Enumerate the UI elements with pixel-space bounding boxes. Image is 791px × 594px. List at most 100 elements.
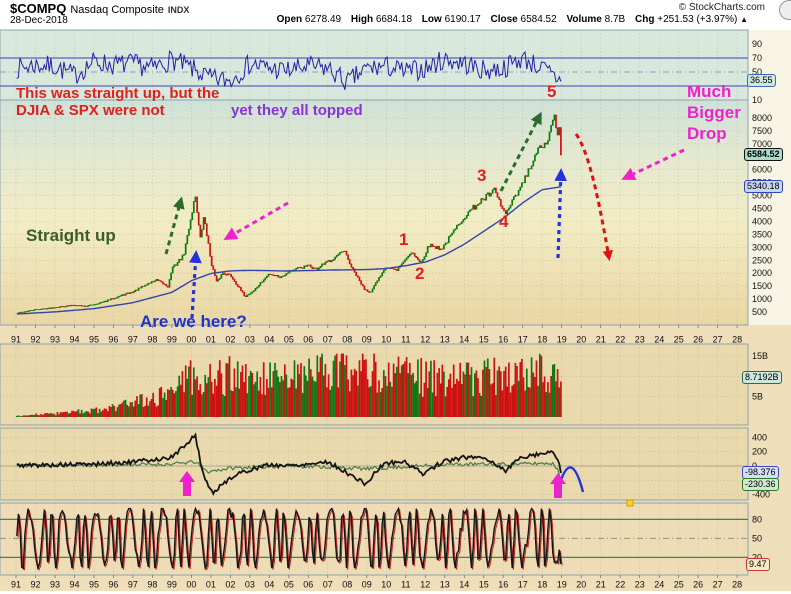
svg-text:400: 400 xyxy=(752,432,767,442)
chg-value: +251.53 (+3.97%) xyxy=(657,14,738,25)
svg-text:01: 01 xyxy=(206,334,216,344)
svg-text:02: 02 xyxy=(225,334,235,344)
svg-text:14: 14 xyxy=(459,579,469,589)
svg-text:91: 91 xyxy=(11,579,21,589)
svg-text:13: 13 xyxy=(440,334,450,344)
svg-text:4500: 4500 xyxy=(752,204,772,214)
svg-text:99: 99 xyxy=(167,579,177,589)
annotation-red-line2: DJIA & SPX were not xyxy=(16,102,165,119)
rsi-series xyxy=(16,50,562,90)
stoch-secondary-series xyxy=(17,508,563,572)
svg-text:25: 25 xyxy=(674,334,684,344)
svg-text:3000: 3000 xyxy=(752,242,772,252)
price-value-box: 6584.52 xyxy=(744,148,783,161)
svg-text:93: 93 xyxy=(50,334,60,344)
svg-text:-400: -400 xyxy=(752,490,770,500)
ticker-symbol: $COMPQ xyxy=(10,1,67,16)
svg-text:22: 22 xyxy=(615,579,625,589)
svg-text:16: 16 xyxy=(498,579,508,589)
yellow-square-marker xyxy=(626,499,634,507)
green-arrow-left xyxy=(164,196,185,255)
svg-text:500: 500 xyxy=(752,307,767,317)
svg-text:50: 50 xyxy=(752,67,762,77)
macd-panel xyxy=(0,427,749,501)
stoch-value-box: 9.47 xyxy=(746,558,770,571)
rsi-value-box: 36.55 xyxy=(747,74,776,87)
svg-text:28: 28 xyxy=(732,579,742,589)
svg-text:23: 23 xyxy=(635,579,645,589)
svg-text:17: 17 xyxy=(518,334,528,344)
svg-text:09: 09 xyxy=(362,334,372,344)
annotation-much-bigger-drop: Much Bigger Drop xyxy=(687,82,741,143)
svg-text:05: 05 xyxy=(284,334,294,344)
svg-text:06: 06 xyxy=(303,334,313,344)
annotation-red-line1: This was straight up, but the xyxy=(16,85,220,102)
svg-text:03: 03 xyxy=(245,579,255,589)
svg-text:5B: 5B xyxy=(752,392,763,402)
quote-line: Open 6278.49 High 6684.18 Low 6190.17 Cl… xyxy=(270,14,748,25)
svg-text:4000: 4000 xyxy=(752,217,772,227)
svg-text:21: 21 xyxy=(596,334,606,344)
svg-text:01: 01 xyxy=(206,579,216,589)
svg-text:00: 00 xyxy=(186,334,196,344)
svg-text:96: 96 xyxy=(108,334,118,344)
annotation-purple: yet they all topped xyxy=(231,102,363,119)
svg-text:3500: 3500 xyxy=(752,229,772,239)
chg-label: Chg xyxy=(635,14,655,25)
macd-series xyxy=(16,432,562,497)
wave-label-2: 2 xyxy=(415,264,425,283)
svg-text:1500: 1500 xyxy=(752,281,772,291)
svg-text:90: 90 xyxy=(752,39,762,49)
svg-text:1000: 1000 xyxy=(752,294,772,304)
svg-text:20: 20 xyxy=(752,552,762,562)
svg-text:96: 96 xyxy=(108,579,118,589)
stoch-series xyxy=(16,506,562,571)
wave-label-4: 4 xyxy=(499,212,509,231)
blue-arrow-right xyxy=(554,168,568,259)
svg-text:04: 04 xyxy=(264,579,274,589)
svg-text:05: 05 xyxy=(284,579,294,589)
svg-text:26: 26 xyxy=(693,579,703,589)
svg-text:13: 13 xyxy=(440,579,450,589)
svg-text:20: 20 xyxy=(576,579,586,589)
chg-up-arrow-icon: ▲ xyxy=(740,15,748,24)
svg-text:10: 10 xyxy=(752,95,762,105)
svg-text:21: 21 xyxy=(596,579,606,589)
svg-text:25: 25 xyxy=(674,579,684,589)
low-label: Low xyxy=(421,14,442,25)
wave-label-1: 1 xyxy=(399,230,409,249)
wave-label-3: 3 xyxy=(477,166,487,185)
svg-text:24: 24 xyxy=(654,579,664,589)
svg-text:18: 18 xyxy=(537,334,547,344)
svg-text:00: 00 xyxy=(186,579,196,589)
svg-text:98: 98 xyxy=(147,579,157,589)
svg-text:200: 200 xyxy=(752,447,767,457)
close-value: 6584.52 xyxy=(520,14,557,25)
svg-text:15B: 15B xyxy=(752,351,768,361)
svg-text:10: 10 xyxy=(381,579,391,589)
price-panel xyxy=(0,99,749,326)
svg-text:91: 91 xyxy=(11,334,21,344)
svg-text:23: 23 xyxy=(635,334,645,344)
svg-text:28: 28 xyxy=(732,334,742,344)
close-label: Close xyxy=(490,14,518,25)
svg-text:5000: 5000 xyxy=(752,191,772,201)
copyright: © StockCharts.com xyxy=(678,2,765,13)
svg-text:07: 07 xyxy=(323,579,333,589)
index-name: Nasdaq Composite xyxy=(70,4,164,16)
svg-text:12: 12 xyxy=(420,334,430,344)
svg-text:97: 97 xyxy=(128,334,138,344)
svg-text:97: 97 xyxy=(128,579,138,589)
svg-text:17: 17 xyxy=(518,579,528,589)
svg-text:09: 09 xyxy=(362,579,372,589)
svg-text:2500: 2500 xyxy=(752,255,772,265)
symbol-row: $COMPQ Nasdaq Composite INDX xyxy=(10,1,189,16)
volume-value: 8.7B xyxy=(604,14,626,25)
svg-text:22: 22 xyxy=(615,334,625,344)
svg-text:95: 95 xyxy=(89,334,99,344)
svg-text:92: 92 xyxy=(30,579,40,589)
svg-text:20: 20 xyxy=(576,334,586,344)
svg-text:99: 99 xyxy=(167,334,177,344)
svg-text:92: 92 xyxy=(30,334,40,344)
magenta-arrow-right xyxy=(621,148,685,181)
